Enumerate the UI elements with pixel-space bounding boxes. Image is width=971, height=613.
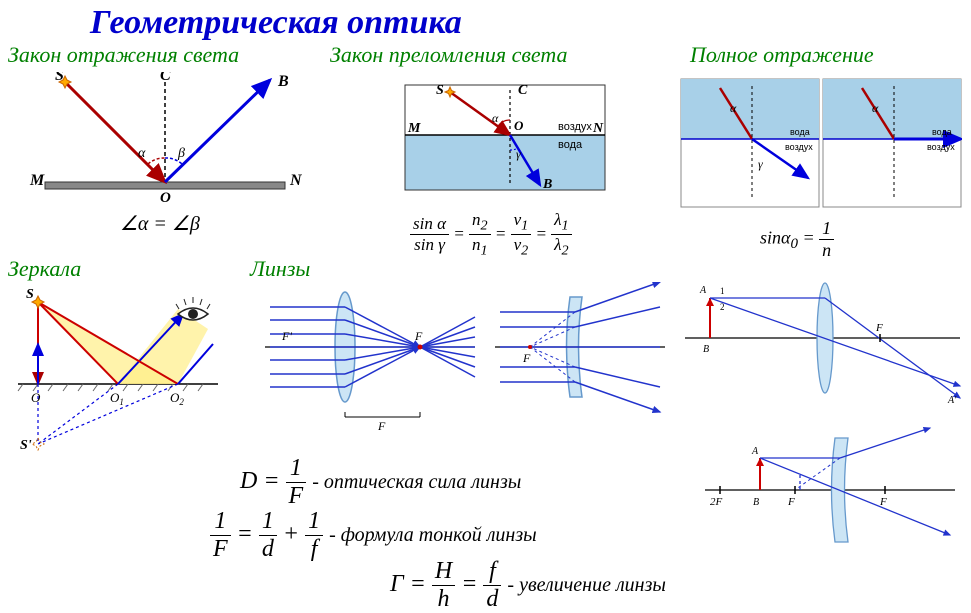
- diagram-ray-converging: F A B A' 1 2: [680, 268, 965, 408]
- subtitle-refraction: Закон преломления света: [330, 42, 568, 68]
- svg-text:воздух: воздух: [785, 142, 813, 152]
- svg-text:2F: 2F: [710, 496, 723, 508]
- svg-text:F: F: [787, 496, 795, 508]
- subtitle-lenses: Линзы: [250, 256, 310, 282]
- svg-text:α: α: [730, 101, 737, 115]
- svg-text:α: α: [492, 111, 499, 125]
- diagram-total2: α вода воздух: [822, 78, 962, 208]
- formula-total: sinα0 = 1n: [760, 218, 834, 261]
- svg-text:O1: O1: [110, 390, 124, 407]
- svg-text:O: O: [160, 190, 171, 206]
- diagram-total1: α γ вода воздух: [680, 78, 820, 208]
- svg-text:A': A': [947, 395, 957, 406]
- svg-text:B: B: [277, 73, 289, 90]
- svg-text:вода: вода: [932, 127, 952, 137]
- svg-text:B: B: [703, 344, 709, 355]
- diagram-ray-diverging: 2F F F A B: [700, 420, 960, 560]
- subtitle-total: Полное отражение: [690, 42, 874, 68]
- formula-magnification: Г = Hh = fd - увеличение линзы: [390, 558, 666, 613]
- svg-text:M: M: [29, 172, 45, 189]
- svg-text:∠α = ∠β: ∠α = ∠β: [120, 213, 200, 235]
- svg-text:O: O: [514, 118, 524, 133]
- formula-refraction: sin αsin γ = n2n1 = v1v2 = λ1λ2: [410, 210, 572, 260]
- svg-text:A: A: [699, 285, 707, 296]
- diagram-reflection: S C B M N O α β ∠α = ∠β: [20, 72, 310, 237]
- svg-text:O2: O2: [170, 390, 184, 407]
- svg-text:α: α: [138, 146, 146, 161]
- svg-text:F: F: [875, 322, 883, 334]
- svg-text:β: β: [177, 146, 185, 161]
- diagram-converging-lens: F F' F: [260, 282, 480, 442]
- svg-text:S': S': [20, 438, 32, 453]
- subtitle-reflection: Закон отражения света: [8, 42, 239, 68]
- formula-optical-power: D = 1F - оптическая сила линзы: [240, 455, 521, 510]
- svg-text:воздух: воздух: [558, 121, 592, 133]
- svg-text:A: A: [751, 446, 759, 457]
- svg-text:C: C: [518, 83, 528, 98]
- svg-text:F: F: [377, 419, 386, 433]
- svg-text:M: M: [407, 121, 421, 136]
- diagram-mirrors: S S' O O1 O2: [8, 284, 228, 454]
- svg-text:B: B: [542, 177, 552, 192]
- svg-text:F: F: [414, 329, 423, 343]
- svg-text:γ: γ: [758, 157, 763, 171]
- svg-text:α: α: [872, 101, 879, 115]
- svg-text:вода: вода: [790, 127, 810, 137]
- svg-text:F: F: [879, 496, 887, 508]
- svg-text:S: S: [55, 72, 64, 84]
- svg-text:1: 1: [720, 286, 725, 296]
- svg-text:F': F': [281, 329, 292, 343]
- formula-thin-lens: 1F = 1d + 1f - формула тонкой линзы: [210, 508, 537, 563]
- svg-text:S: S: [436, 83, 444, 98]
- svg-text:F: F: [522, 351, 531, 365]
- main-title: Геометрическая оптика: [90, 4, 462, 42]
- svg-text:O: O: [31, 390, 41, 405]
- svg-text:N: N: [592, 121, 604, 136]
- svg-text:B: B: [753, 497, 759, 508]
- svg-text:S: S: [26, 287, 34, 302]
- svg-text:2: 2: [720, 302, 725, 312]
- diagram-diverging-lens: F: [490, 282, 670, 422]
- svg-text:N: N: [289, 172, 303, 189]
- subtitle-mirrors: Зеркала: [8, 256, 81, 282]
- diagram-refraction: S C M N O α γ B воздух вода: [400, 80, 610, 210]
- svg-text:C: C: [160, 72, 171, 84]
- svg-text:γ: γ: [516, 147, 521, 161]
- eye-icon: [176, 297, 210, 320]
- svg-text:воздух: воздух: [927, 142, 955, 152]
- svg-text:вода: вода: [558, 139, 583, 151]
